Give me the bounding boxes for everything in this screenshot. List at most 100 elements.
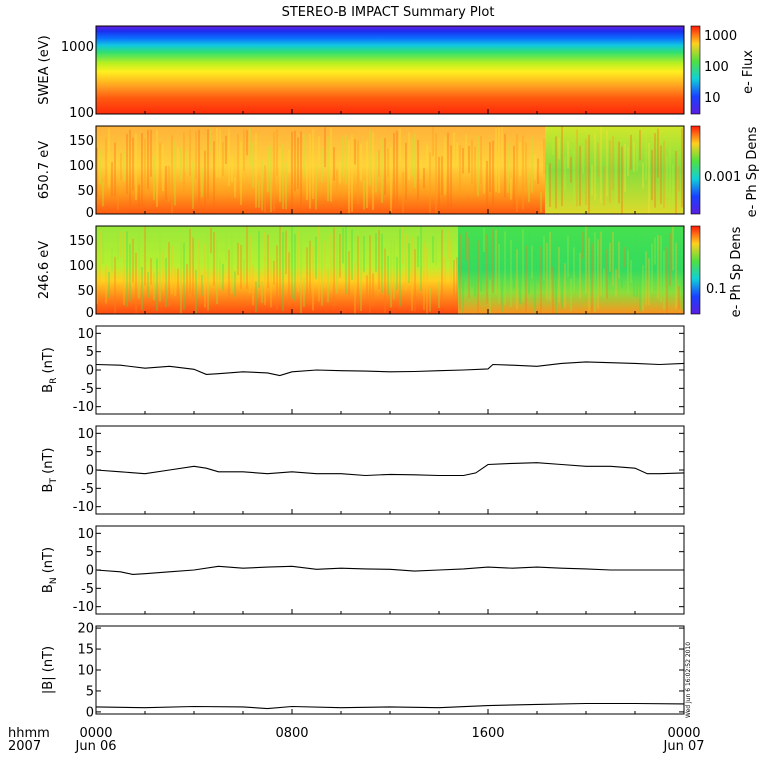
texture-stripe [270, 258, 272, 308]
texture-stripe [519, 142, 521, 177]
texture-stripe [483, 158, 485, 194]
texture-stripe [639, 130, 641, 161]
texture-stripe [240, 245, 242, 289]
texture-stripe [300, 233, 302, 313]
BN-panel: 10 5 0 -5 -10 BN (nT) [41, 525, 685, 615]
BR-ytick: -10 [73, 400, 94, 415]
texture-stripe [540, 192, 542, 213]
texture-stripe [618, 141, 620, 204]
texture-stripe [234, 271, 236, 297]
texture-stripe [480, 237, 482, 292]
texture-stripe [399, 228, 401, 307]
texture-stripe [657, 128, 659, 178]
texture-stripe [108, 271, 110, 298]
texture-stripe [528, 172, 530, 203]
texture-stripe [408, 132, 410, 181]
texture-stripe [579, 252, 581, 299]
texture-stripe [144, 226, 146, 286]
texture-stripe [351, 135, 353, 212]
BR-ytick: -5 [81, 382, 94, 397]
texture-stripe [252, 265, 254, 306]
texture-stripe [132, 137, 134, 191]
texture-stripe [198, 239, 200, 282]
time-label-0000: 0000 [79, 726, 112, 741]
texture-stripe [453, 132, 455, 168]
texture-stripe [471, 139, 473, 185]
texture-stripe [159, 233, 161, 302]
texture-stripe [216, 128, 218, 178]
texture-stripe [159, 142, 161, 193]
BN-ytick: 0 [86, 564, 94, 579]
texture-stripe [480, 136, 482, 184]
pa246-fill-mid [290, 226, 460, 314]
texture-stripe [561, 230, 563, 309]
texture-stripe [507, 142, 509, 193]
texture-stripe [366, 140, 368, 208]
BT-series-line [95, 462, 685, 477]
texture-stripe [225, 135, 227, 164]
texture-stripe [492, 140, 494, 208]
texture-stripe [387, 255, 389, 295]
texture-stripe [402, 172, 404, 213]
texture-stripe [291, 226, 293, 299]
texture-stripe [459, 233, 461, 310]
texture-stripe [567, 141, 569, 169]
texture-stripe [369, 130, 371, 186]
texture-stripe [342, 227, 344, 264]
BR-ytick: 0 [86, 364, 94, 379]
texture-stripe [609, 242, 611, 272]
texture-stripe [246, 226, 248, 289]
texture-stripe [591, 243, 593, 313]
texture-stripe [141, 267, 143, 311]
texture-stripe [537, 158, 539, 184]
texture-stripe [438, 156, 440, 212]
texture-stripe [462, 148, 464, 174]
texture-stripe [681, 128, 683, 208]
texture-stripe [276, 129, 278, 176]
texture-stripe [174, 140, 176, 206]
texture-stripe [603, 166, 605, 206]
texture-stripe [495, 230, 497, 295]
texture-stripe [603, 268, 605, 299]
texture-stripe [354, 139, 356, 165]
texture-stripe [186, 264, 188, 301]
texture-stripe [588, 134, 590, 213]
texture-stripe [642, 162, 644, 189]
texture-stripe [600, 231, 602, 297]
time-label-1600: 1600 [471, 726, 504, 741]
texture-stripe [525, 245, 527, 312]
texture-stripe [555, 239, 557, 314]
texture-stripe [357, 140, 359, 204]
texture-stripe [165, 166, 167, 201]
texture-stripe [126, 133, 128, 195]
texture-stripe [261, 280, 263, 304]
texture-stripe [375, 233, 377, 272]
texture-stripe [636, 131, 638, 172]
texture-stripe [306, 166, 308, 200]
texture-stripe [495, 128, 497, 193]
texture-stripe [111, 162, 113, 197]
texture-stripe [333, 147, 335, 181]
texture-stripe [612, 136, 614, 190]
texture-stripe [294, 130, 296, 192]
texture-stripe [624, 246, 626, 268]
texture-stripe [558, 246, 560, 303]
texture-stripe [213, 232, 215, 286]
texture-stripe [411, 237, 413, 311]
ylabel-base: B [41, 384, 56, 393]
texture-stripe [576, 129, 578, 207]
texture-stripe [153, 155, 155, 201]
texture-stripe [96, 147, 98, 197]
texture-stripe [156, 258, 158, 311]
BT-panel: 10 5 0 -5 -10 BT (nT) [41, 425, 685, 515]
pa650-ylabel: 650.7 eV [37, 141, 52, 199]
texture-stripe [657, 234, 659, 300]
texture-stripe [315, 236, 317, 280]
texture-stripe [351, 229, 353, 281]
texture-stripe [606, 130, 608, 197]
texture-stripe [258, 231, 260, 288]
texture-stripe [669, 233, 671, 287]
texture-stripe [432, 126, 434, 157]
texture-stripe [171, 135, 173, 214]
texture-stripe [210, 127, 212, 153]
